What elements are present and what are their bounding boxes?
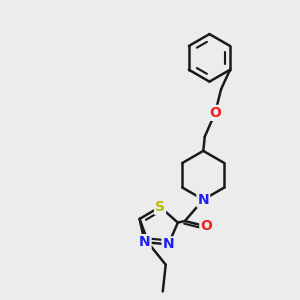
- Text: N: N: [139, 235, 151, 249]
- Text: O: O: [200, 219, 212, 233]
- Text: O: O: [209, 106, 221, 120]
- Text: N: N: [197, 193, 209, 207]
- Text: S: S: [155, 200, 165, 214]
- Text: N: N: [163, 237, 174, 251]
